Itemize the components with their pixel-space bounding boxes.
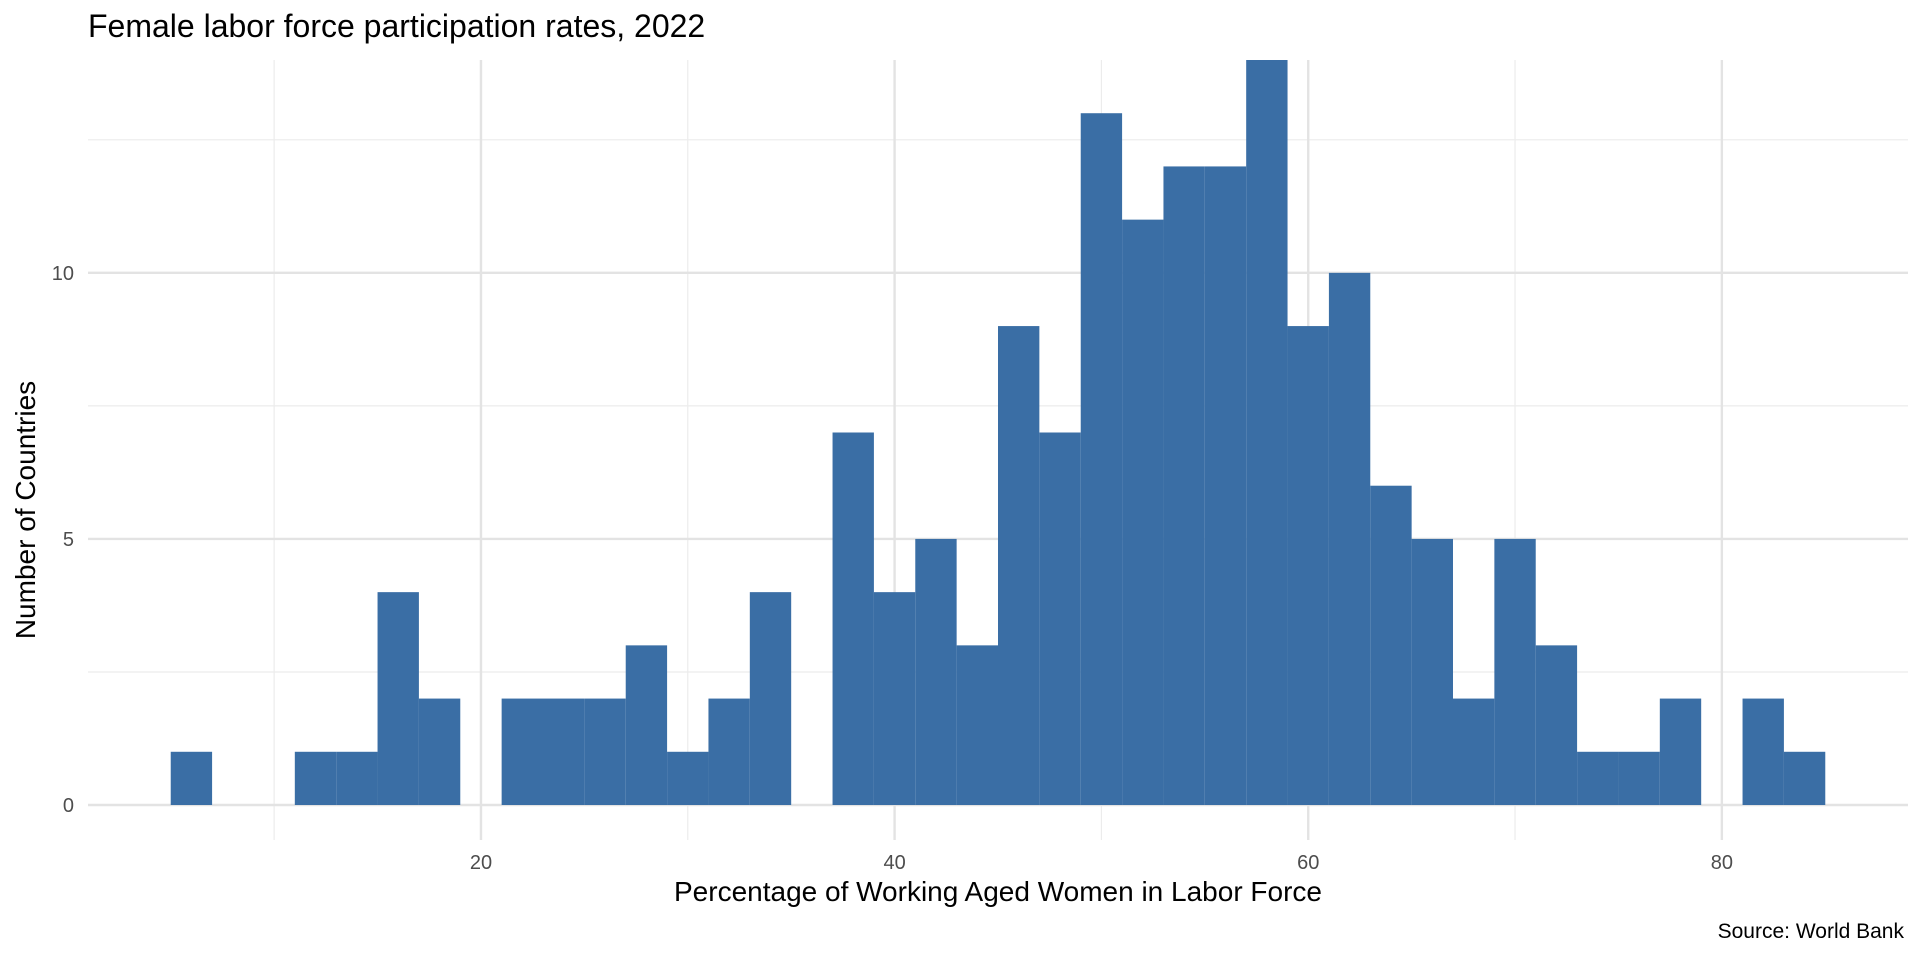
histogram-bar <box>749 592 792 805</box>
histogram-bar <box>336 751 378 805</box>
x-axis-label: Percentage of Working Aged Women in Labo… <box>674 876 1322 907</box>
histogram-bar <box>1453 698 1495 805</box>
histogram-bar <box>915 538 957 805</box>
chart-title: Female labor force participation rates, … <box>88 8 706 44</box>
histogram-bar <box>667 751 709 805</box>
histogram-bar <box>956 645 998 805</box>
histogram-bar <box>1659 698 1702 805</box>
histogram-bar <box>1163 166 1205 805</box>
histogram-bar <box>708 698 750 805</box>
histogram-bar <box>1783 751 1826 805</box>
histogram-bar <box>1535 645 1578 805</box>
y-tick-label: 0 <box>63 795 74 817</box>
histogram-bar <box>1328 272 1371 805</box>
histogram-bar <box>294 751 337 805</box>
histogram-bar <box>1411 538 1453 805</box>
x-tick-label: 80 <box>1711 852 1733 874</box>
histogram-bar <box>1039 432 1081 805</box>
histogram-bar <box>1287 326 1329 805</box>
x-tick-label: 20 <box>470 852 492 874</box>
histogram-bars <box>170 60 1826 806</box>
histogram-bar <box>543 698 585 805</box>
y-axis-label: Number of Countries <box>10 380 41 640</box>
histogram-bar <box>1246 60 1288 805</box>
histogram-bar <box>584 698 626 805</box>
histogram-bar <box>1122 219 1164 806</box>
y-axis-tick-labels: 0 5 10 <box>52 263 74 817</box>
x-axis-tick-labels: 20 40 60 80 <box>470 852 1733 874</box>
histogram-bar <box>1494 538 1536 805</box>
histogram-bar <box>418 698 461 805</box>
histogram-bar <box>1577 751 1619 805</box>
y-tick-label: 10 <box>52 263 74 285</box>
histogram-bar <box>1618 751 1660 805</box>
histogram-bar <box>501 698 543 805</box>
x-tick-label: 40 <box>883 852 905 874</box>
y-tick-label: 5 <box>63 529 74 551</box>
histogram-bar <box>1080 113 1123 805</box>
histogram-bar <box>1370 485 1412 805</box>
histogram-bar <box>170 751 213 805</box>
x-tick-label: 60 <box>1297 852 1319 874</box>
histogram-bar <box>998 326 1040 805</box>
histogram-bar <box>873 592 916 805</box>
histogram-bar <box>1742 698 1784 805</box>
histogram-bar <box>625 645 668 805</box>
histogram-bar <box>377 592 419 805</box>
histogram-bar <box>1204 166 1247 805</box>
source-caption: Source: World Bank <box>1717 920 1904 943</box>
histogram-bar <box>832 432 874 805</box>
